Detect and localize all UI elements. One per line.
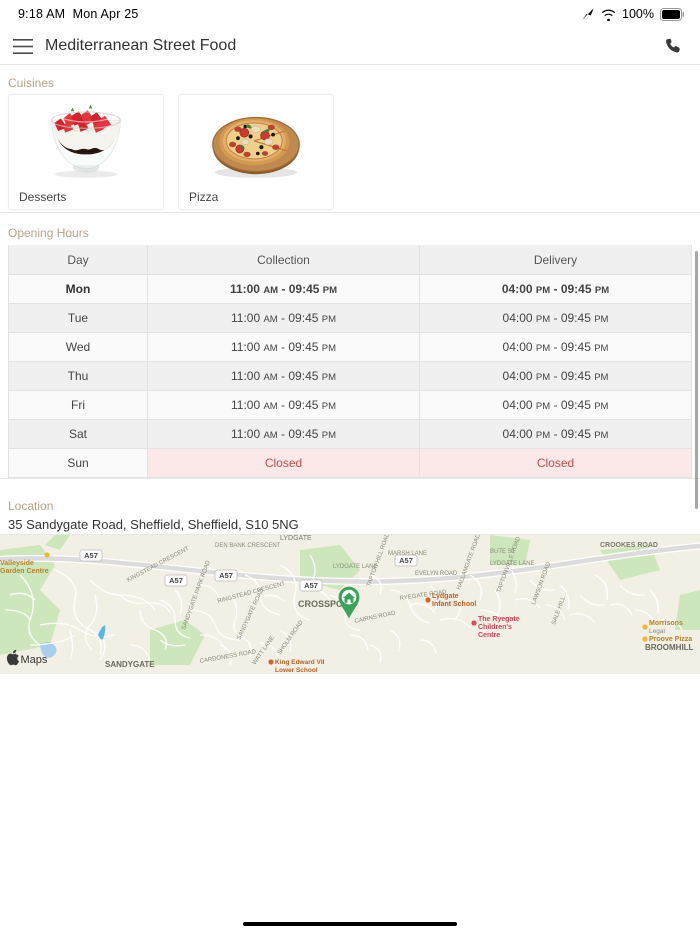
svg-text:SANDYGATE: SANDYGATE: [105, 660, 155, 669]
svg-text:Centre: Centre: [478, 632, 500, 639]
svg-text:A57: A57: [304, 581, 318, 590]
svg-text:Lydgate: Lydgate: [432, 593, 459, 600]
svg-text:MARSH LANE: MARSH LANE: [388, 551, 427, 557]
svg-text:The Ryegate: The Ryegate: [478, 616, 520, 623]
svg-text:Valleyside: Valleyside: [0, 560, 34, 567]
svg-text:LYDGATE LANE: LYDGATE LANE: [333, 564, 377, 570]
svg-text:LYDGATE: LYDGATE: [280, 535, 312, 542]
svg-text:DEN BANK CRESCENT: DEN BANK CRESCENT: [215, 543, 281, 549]
svg-text:A57: A57: [84, 551, 98, 560]
svg-text:Garden Centre: Garden Centre: [0, 568, 49, 575]
svg-text:A57: A57: [399, 556, 413, 565]
svg-text:Proove Pizza: Proove Pizza: [649, 636, 692, 643]
svg-text:Lower School: Lower School: [275, 667, 318, 674]
svg-text:Infant School: Infant School: [432, 601, 476, 608]
svg-text:BROOMHILL: BROOMHILL: [645, 643, 694, 652]
svg-text:Legal: Legal: [649, 628, 665, 635]
svg-text:CROOKES ROAD: CROOKES ROAD: [600, 542, 658, 549]
svg-text:Morrisons: Morrisons: [649, 620, 683, 627]
svg-text:Children's: Children's: [478, 624, 512, 631]
svg-text:Maps: Maps: [21, 654, 48, 666]
svg-text:EVELYN ROAD: EVELYN ROAD: [415, 571, 458, 577]
svg-text:A57: A57: [169, 576, 183, 585]
svg-text:King Edward VII: King Edward VII: [275, 659, 325, 666]
svg-text:A57: A57: [219, 571, 233, 580]
